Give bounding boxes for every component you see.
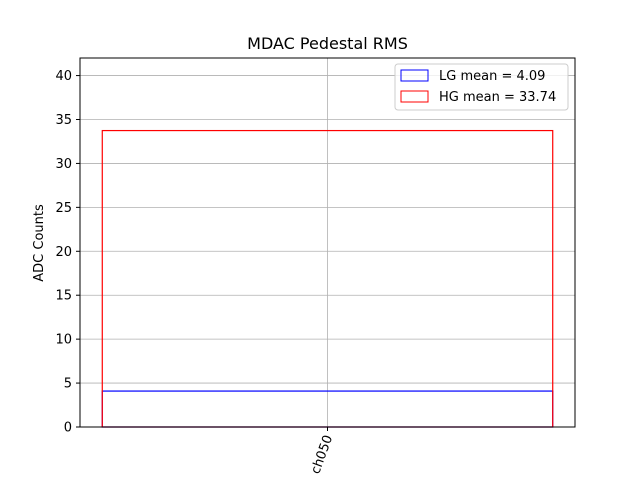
y-axis-label: ADC Counts [32,204,47,282]
x-ticks: ch050 [308,427,336,476]
y-tick-label: 40 [55,69,72,84]
gridlines [80,58,575,428]
y-tick-label: 15 [55,289,72,304]
legend-swatch-lg [400,69,429,82]
legend: LG mean = 4.09 HG mean = 33.74 [394,63,569,111]
x-tick-label: ch050 [308,433,336,476]
legend-label-lg: LG mean = 4.09 [439,69,545,84]
y-tick-label: 35 [55,113,72,128]
y-tick-label: 25 [55,201,72,216]
legend-box [394,63,569,111]
chart-title: MDAC Pedestal RMS [247,34,408,53]
y-tick-label: 5 [64,377,72,392]
y-tick-label: 30 [55,157,72,172]
y-tick-label: 20 [55,245,72,260]
legend-label-hg: HG mean = 33.74 [439,90,556,105]
y-tick-label: 10 [55,333,72,348]
legend-swatch-hg [400,90,429,103]
y-ticks: 0 5 10 15 20 25 30 35 40 [55,69,80,436]
y-tick-label: 0 [64,421,72,436]
